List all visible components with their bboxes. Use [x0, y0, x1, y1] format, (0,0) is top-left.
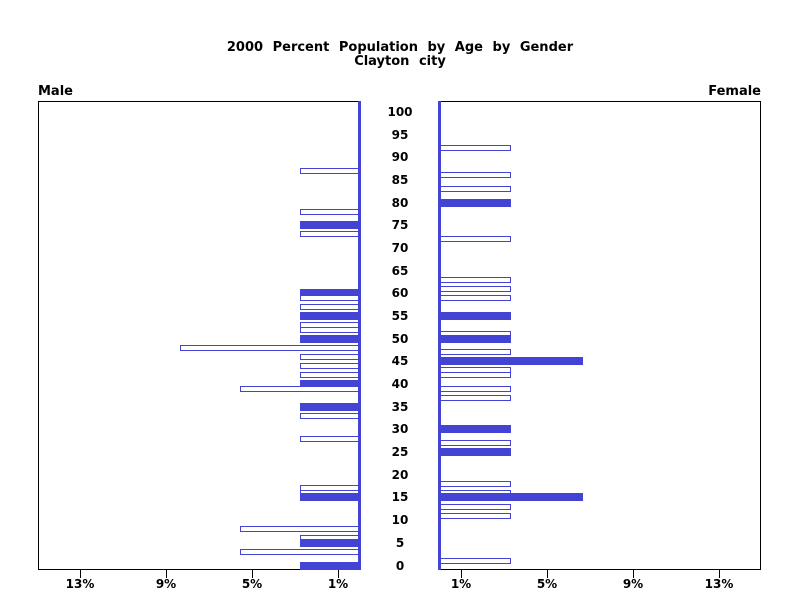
age-tick-label-75: 75	[391, 218, 409, 233]
male-bar-age-87	[300, 167, 360, 174]
male-pct-tick-1	[338, 570, 339, 578]
female-bar-age-61	[439, 285, 511, 292]
age-tick-label-15: 15	[391, 490, 409, 505]
female-bar-age-15	[439, 493, 583, 502]
age-tick-label-70: 70	[391, 241, 409, 256]
male-pct-tick-label-1: 1%	[327, 577, 349, 591]
age-tick-label-35: 35	[391, 399, 409, 414]
female-bar-age-47	[439, 349, 511, 356]
female-pct-tick-label-1: 1%	[450, 577, 472, 591]
male-bar-age-0	[300, 561, 360, 570]
male-bar-age-42	[300, 372, 360, 379]
age-tick-label-30: 30	[391, 422, 409, 437]
age-tick-label-20: 20	[391, 467, 409, 482]
female-bar-age-39	[439, 385, 511, 392]
male-pct-tick-5	[252, 570, 253, 578]
male-bar-age-57	[300, 304, 360, 310]
age-tick-label-40: 40	[391, 377, 409, 392]
female-bar-age-25	[439, 448, 511, 457]
female-bar-age-30	[439, 425, 511, 434]
age-tick-label-65: 65	[391, 263, 409, 278]
chart-title-block: 2000 Percent Population by Age by Gender…	[0, 41, 800, 69]
male-zero-axis-line	[358, 101, 361, 570]
male-bar-age-46	[300, 353, 360, 360]
female-bar-age-18	[439, 480, 511, 487]
chart-subtitle: Clayton city	[354, 54, 446, 69]
age-tick-label-95: 95	[391, 127, 409, 142]
female-bar-age-42	[439, 372, 511, 379]
age-tick-label-60: 60	[391, 286, 409, 301]
male-bar-age-8	[240, 526, 360, 533]
female-bar-age-63	[439, 276, 511, 283]
male-pct-tick-9	[166, 570, 167, 578]
female-bar-age-80	[439, 198, 511, 207]
male-bar-age-28	[300, 435, 360, 442]
female-bar-age-55	[439, 312, 511, 321]
chart-title: 2000 Percent Population by Age by Gender	[226, 40, 574, 55]
male-bar-age-35	[300, 402, 360, 411]
female-bar-age-11	[439, 512, 511, 519]
male-bar-age-3	[240, 548, 360, 555]
age-tick-label-85: 85	[391, 173, 409, 188]
female-zero-axis-line	[438, 101, 441, 570]
male-bar-age-52	[300, 326, 360, 333]
female-bar-age-37	[439, 394, 511, 401]
age-tick-label-45: 45	[391, 354, 409, 369]
male-bar-age-60	[300, 289, 360, 298]
female-pct-tick-5	[547, 570, 548, 578]
female-pct-tick-1	[461, 570, 462, 578]
male-bar-age-33	[300, 412, 360, 419]
female-bar-age-1	[439, 557, 511, 564]
female-bar-age-72	[439, 235, 511, 242]
female-pct-tick-13	[719, 570, 720, 578]
age-tick-label-5: 5	[395, 535, 405, 550]
male-pct-tick-label-9: 9%	[155, 577, 177, 591]
age-tick-label-25: 25	[391, 445, 409, 460]
male-bar-age-73	[300, 231, 360, 238]
age-tick-label-80: 80	[391, 195, 409, 210]
male-bar-age-55	[300, 312, 360, 321]
female-bar-age-59	[439, 294, 511, 301]
male-pct-tick-13	[80, 570, 81, 578]
age-tick-label-100: 100	[387, 105, 413, 119]
male-bar-age-48	[180, 344, 360, 351]
female-bar-age-83	[439, 186, 511, 193]
female-bar-age-45	[439, 357, 583, 366]
female-axis-label: Female	[708, 84, 761, 99]
male-bar-age-5	[300, 538, 360, 547]
female-pct-tick-label-9: 9%	[622, 577, 644, 591]
female-pct-tick-label-13: 13%	[704, 577, 734, 591]
male-pct-tick-label-13: 13%	[65, 577, 95, 591]
male-bar-age-59	[300, 294, 360, 301]
age-tick-label-90: 90	[391, 150, 409, 165]
female-bar-age-50	[439, 334, 511, 343]
male-bar-age-40	[300, 380, 360, 389]
male-bar-age-50	[300, 334, 360, 343]
age-tick-label-50: 50	[391, 331, 409, 346]
female-bar-age-27	[439, 440, 511, 447]
male-axis-label: Male	[38, 84, 73, 99]
female-bar-age-13	[439, 503, 511, 510]
female-bar-age-86	[439, 172, 511, 179]
male-bar-age-78	[300, 208, 360, 215]
age-tick-label-0: 0	[395, 558, 405, 573]
male-bar-age-44	[300, 362, 360, 369]
male-bar-age-39	[240, 385, 360, 392]
female-pct-tick-label-5: 5%	[536, 577, 558, 591]
age-tick-label-10: 10	[391, 513, 409, 528]
male-bar-age-15	[300, 493, 360, 502]
male-bar-age-75	[300, 221, 360, 230]
male-pct-tick-label-5: 5%	[241, 577, 263, 591]
age-tick-label-55: 55	[391, 309, 409, 324]
female-pct-tick-9	[633, 570, 634, 578]
female-bar-age-92	[439, 145, 511, 152]
